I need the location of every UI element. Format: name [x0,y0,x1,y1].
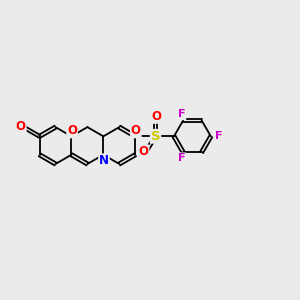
Text: F: F [178,153,185,163]
Text: O: O [151,110,161,123]
Text: F: F [214,131,222,141]
Text: F: F [178,110,185,119]
Text: O: O [67,124,77,137]
Text: O: O [16,120,26,133]
Text: O: O [131,124,141,137]
Text: N: N [99,154,109,167]
Text: S: S [151,130,160,143]
Text: O: O [139,145,148,158]
